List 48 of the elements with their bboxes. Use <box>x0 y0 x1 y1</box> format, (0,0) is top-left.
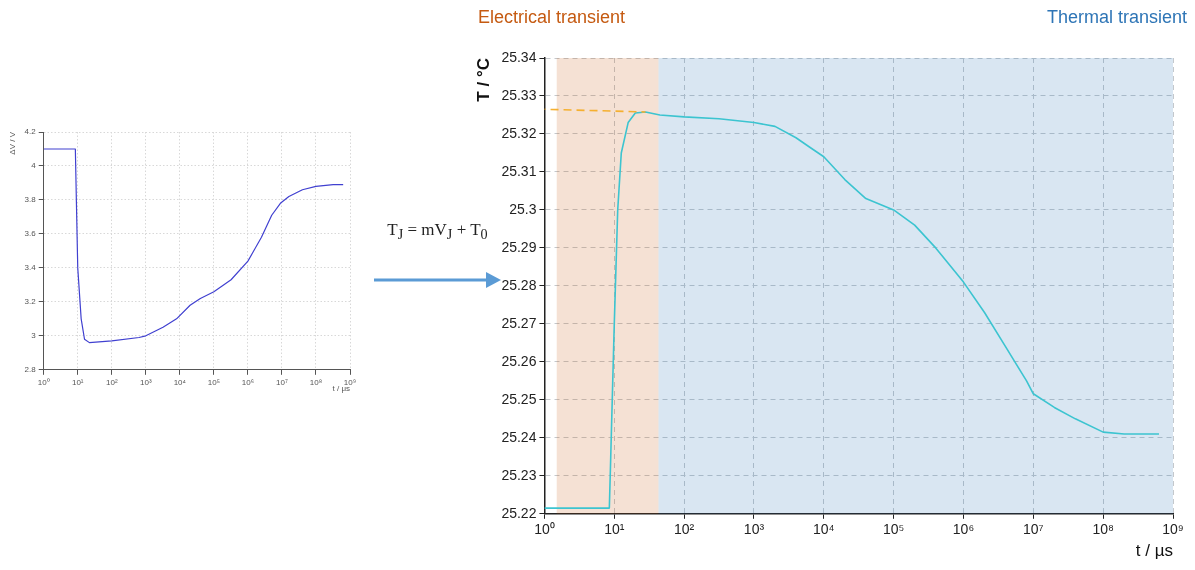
y-tick-label: 3.8 <box>24 195 37 205</box>
y-tick-label: 3.2 <box>24 297 37 307</box>
x-tick-label: 10⁴ <box>173 377 187 387</box>
x-tick-label: 10⁹ <box>343 377 357 387</box>
x-tick-label: 10² <box>674 521 695 538</box>
x-tick-label: 10⁰ <box>37 377 50 387</box>
y-tick-label: 25.29 <box>501 238 537 255</box>
y-tick-label: 25.3 <box>509 200 537 217</box>
x-axis-title: t / µs <box>1135 541 1173 561</box>
y-tick-label: 25.31 <box>501 162 537 179</box>
y-axis-title: T / °C <box>473 58 493 102</box>
y-tick-label: 2.8 <box>24 365 37 374</box>
y-tick-label: 4.2 <box>24 127 37 137</box>
x-tick-label: 10³ <box>743 521 765 538</box>
y-tick-label: 3 <box>31 331 37 341</box>
x-tick-label: 10⁷ <box>276 377 288 387</box>
x-tick-label: 10⁰ <box>534 521 555 538</box>
x-tick-label: 10³ <box>140 377 152 387</box>
y-tick-label: 25.22 <box>501 504 537 521</box>
x-tick-label: 10⁵ <box>207 377 220 387</box>
y-tick-label: 25.23 <box>501 466 537 483</box>
x-tick-label: 10⁷ <box>1023 521 1044 538</box>
band-label: Electrical transient <box>478 6 626 27</box>
x-tick-label: 10¹ <box>604 521 625 538</box>
x-axis-title: t / μs <box>332 384 350 394</box>
x-tick-label: 10⁸ <box>309 377 323 387</box>
y-tick-label: 25.24 <box>501 428 537 445</box>
x-tick-label: 10⁹ <box>1162 521 1184 538</box>
x-tick-label: 10⁶ <box>952 521 975 538</box>
y-tick-label: 4 <box>31 161 37 171</box>
y-axis-title: ΔV / V <box>8 131 17 155</box>
x-tick-label: 10¹ <box>71 377 84 387</box>
text: T$_{J}$ = mV$_{J}$ + T$_{0}$ <box>387 220 488 243</box>
x-tick-label: 10⁶ <box>241 377 255 387</box>
y-tick-label: 3.6 <box>24 229 37 239</box>
y-tick-label: 25.34 <box>501 48 537 65</box>
y-tick-label: 25.33 <box>501 86 537 103</box>
x-tick-label: 10⁴ <box>813 521 835 538</box>
band-label: Thermal transient <box>1046 6 1187 27</box>
y-tick-label: 25.28 <box>501 276 537 293</box>
y-tick-label: 3.4 <box>24 263 37 273</box>
y-tick-label: 25.26 <box>501 352 537 369</box>
y-tick-label: 25.32 <box>501 124 537 141</box>
y-tick-label: 25.27 <box>501 314 537 331</box>
y-tick-label: 25.25 <box>501 390 537 407</box>
x-tick-label: 10² <box>106 377 118 387</box>
x-tick-label: 10⁸ <box>1092 521 1114 538</box>
x-tick-label: 10⁵ <box>882 521 905 538</box>
